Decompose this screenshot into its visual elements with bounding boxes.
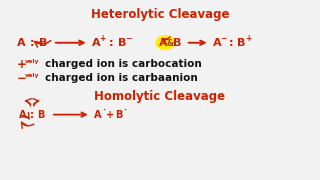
Text: Homolytic Cleavage: Homolytic Cleavage	[94, 90, 226, 103]
Text: A: A	[94, 110, 101, 120]
Ellipse shape	[156, 36, 174, 50]
Text: Heterolytic Cleavage: Heterolytic Cleavage	[91, 8, 229, 21]
Text: B: B	[39, 38, 47, 48]
Text: A: A	[213, 38, 222, 48]
Text: +: +	[245, 34, 251, 43]
Text: A: A	[17, 38, 26, 48]
Text: charged ion is carbaanion: charged ion is carbaanion	[45, 73, 198, 83]
Text: :: :	[109, 38, 114, 48]
Text: −: −	[220, 34, 227, 43]
Text: +: +	[17, 58, 27, 71]
Text: +: +	[100, 34, 106, 43]
Text: A: A	[20, 110, 27, 120]
Text: −: −	[125, 34, 132, 43]
Text: B: B	[173, 38, 181, 48]
Text: ·: ·	[123, 107, 126, 116]
Text: +: +	[106, 110, 115, 120]
Text: :: :	[30, 38, 34, 48]
Text: B: B	[118, 38, 126, 48]
Text: :: :	[229, 38, 234, 48]
Text: A: A	[92, 38, 101, 48]
Text: charged ion is carbocation: charged ion is carbocation	[45, 59, 202, 69]
Text: &: &	[166, 39, 173, 48]
Text: vely: vely	[25, 59, 40, 64]
Text: B: B	[115, 110, 122, 120]
Text: vely: vely	[25, 73, 40, 78]
Text: A: A	[159, 38, 167, 48]
Text: :: :	[30, 110, 34, 120]
Text: ·: ·	[102, 107, 105, 116]
Text: B: B	[37, 110, 45, 120]
Text: −: −	[17, 72, 27, 85]
Text: B: B	[237, 38, 245, 48]
